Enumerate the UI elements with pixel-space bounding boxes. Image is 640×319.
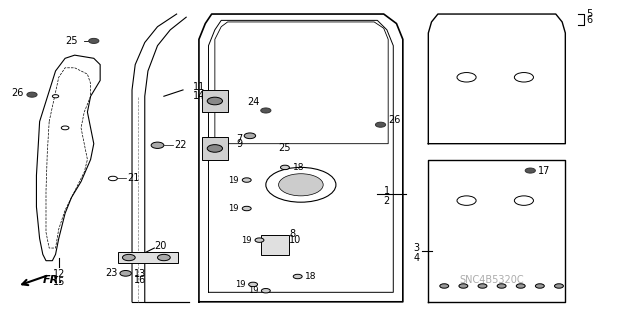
Circle shape (89, 38, 99, 43)
Text: 26: 26 (388, 115, 401, 125)
Circle shape (122, 254, 135, 261)
Circle shape (459, 284, 468, 288)
Circle shape (516, 284, 525, 288)
Text: 3: 3 (413, 243, 419, 253)
Circle shape (457, 196, 476, 205)
Text: SNC4B5320C: SNC4B5320C (460, 275, 524, 285)
Text: 23: 23 (106, 268, 118, 278)
Text: 19: 19 (228, 175, 239, 185)
Text: 8: 8 (289, 229, 296, 239)
Text: 1: 1 (384, 186, 390, 196)
Circle shape (243, 178, 251, 182)
Circle shape (52, 95, 59, 98)
Circle shape (157, 254, 170, 261)
FancyBboxPatch shape (261, 235, 289, 255)
Circle shape (207, 97, 223, 105)
Circle shape (61, 126, 69, 130)
Circle shape (108, 176, 117, 181)
Text: 16: 16 (134, 275, 147, 285)
Circle shape (515, 72, 534, 82)
Circle shape (478, 284, 487, 288)
Circle shape (293, 274, 302, 279)
Circle shape (266, 167, 336, 202)
Text: 6: 6 (586, 15, 593, 26)
Text: 15: 15 (52, 277, 65, 286)
Text: 11: 11 (193, 82, 205, 92)
FancyBboxPatch shape (202, 137, 228, 160)
Text: 5: 5 (586, 9, 593, 19)
Circle shape (120, 271, 131, 276)
Circle shape (515, 196, 534, 205)
Text: 21: 21 (127, 174, 140, 183)
Text: 25: 25 (65, 36, 78, 46)
Circle shape (536, 284, 544, 288)
FancyBboxPatch shape (202, 90, 228, 112)
Circle shape (278, 174, 323, 196)
Text: 19: 19 (241, 236, 252, 245)
Text: 18: 18 (305, 272, 317, 281)
Circle shape (244, 133, 255, 139)
Text: 2: 2 (384, 196, 390, 206)
Circle shape (255, 238, 264, 242)
Text: 26: 26 (12, 88, 24, 98)
Text: 10: 10 (289, 235, 301, 245)
Text: 20: 20 (154, 241, 166, 251)
Text: 19: 19 (235, 280, 246, 289)
Circle shape (243, 206, 251, 211)
Text: 19: 19 (248, 286, 258, 295)
Circle shape (554, 284, 563, 288)
Text: 14: 14 (193, 91, 205, 101)
Circle shape (248, 282, 257, 286)
FancyBboxPatch shape (118, 252, 178, 263)
Circle shape (457, 72, 476, 82)
Text: 7: 7 (236, 134, 243, 144)
Circle shape (497, 284, 506, 288)
Text: 22: 22 (175, 140, 188, 150)
Circle shape (376, 122, 386, 127)
Circle shape (260, 108, 271, 113)
Text: 13: 13 (134, 269, 147, 278)
Text: 18: 18 (292, 163, 304, 172)
Circle shape (440, 284, 449, 288)
Text: FR.: FR. (43, 275, 63, 285)
Text: 12: 12 (52, 269, 65, 278)
Text: 25: 25 (278, 144, 291, 153)
Text: 24: 24 (247, 97, 259, 107)
Circle shape (27, 92, 37, 97)
Circle shape (280, 165, 289, 170)
Circle shape (525, 168, 536, 173)
Text: 17: 17 (538, 166, 550, 175)
Circle shape (261, 288, 270, 293)
Text: 4: 4 (413, 253, 419, 263)
Text: 19: 19 (228, 204, 239, 213)
Circle shape (207, 145, 223, 152)
Circle shape (151, 142, 164, 148)
Text: 9: 9 (236, 139, 243, 149)
